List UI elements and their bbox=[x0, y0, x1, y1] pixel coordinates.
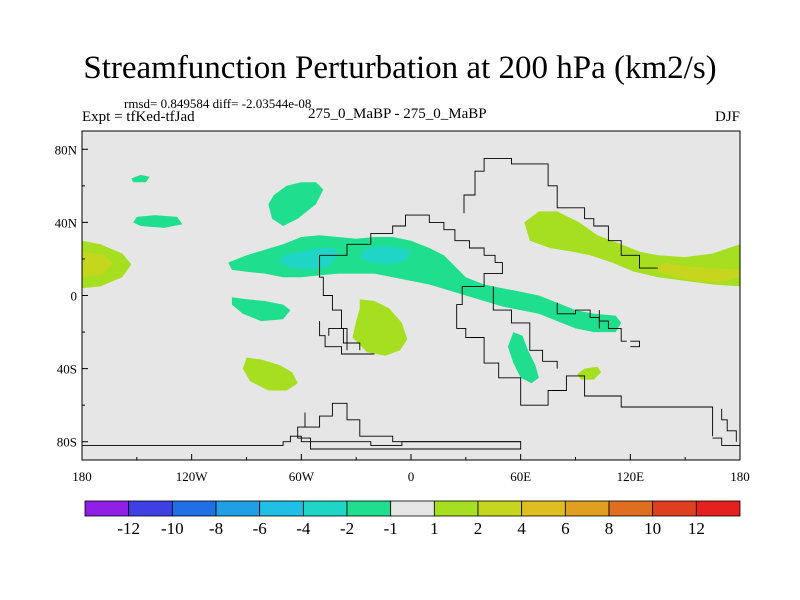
colorbar-swatch bbox=[477, 500, 523, 517]
colorbar-swatch bbox=[390, 500, 435, 517]
eurasia-coast bbox=[463, 157, 658, 269]
x-tick-label: 180 bbox=[730, 469, 750, 484]
x-tick-label: 180 bbox=[72, 469, 92, 484]
colorbar-swatch bbox=[346, 500, 392, 517]
colorbar-swatch bbox=[564, 500, 610, 517]
north-pacific-low-west bbox=[133, 215, 183, 228]
south-atlantic-high bbox=[352, 299, 408, 356]
panama-coast bbox=[319, 321, 375, 355]
colorbar: -12 -10 -8 -6 -4 -2 -1 1 2 4 6 8 10 12 bbox=[84, 500, 741, 538]
east-indies bbox=[556, 302, 600, 329]
antarctica-coast bbox=[82, 435, 521, 446]
y-tick-label: 40S bbox=[57, 362, 77, 377]
chart-title: Streamfunction Perturbation at 200 hPa (… bbox=[83, 50, 717, 86]
east-asia-high-core bbox=[654, 262, 740, 283]
x-tick-label: 120E bbox=[617, 469, 645, 484]
colorbar-label: 8 bbox=[605, 519, 614, 538]
colorbar-label: 4 bbox=[517, 519, 526, 538]
x-axis: 180 120W 60W 0 60E 120E 180 bbox=[72, 454, 750, 484]
pacific-islands bbox=[630, 340, 640, 348]
colorbar-label: 2 bbox=[474, 519, 483, 538]
south-america-high bbox=[242, 357, 298, 391]
colorbar-label: -4 bbox=[296, 519, 311, 538]
colorbar-swatch bbox=[171, 500, 217, 517]
colorbar-label: -6 bbox=[253, 519, 267, 538]
colorbar-swatch bbox=[521, 500, 566, 517]
colorbar-swatch bbox=[302, 500, 348, 517]
stats-label: rmsd= 0.849584 diff= -2.03544e-08 bbox=[124, 96, 312, 111]
colorbar-label: -8 bbox=[209, 519, 223, 538]
colorbar-swatch bbox=[259, 500, 304, 517]
colorbar-swatch bbox=[128, 500, 173, 517]
x-tick-label: 60W bbox=[289, 469, 315, 484]
coastlines bbox=[82, 157, 740, 450]
africa-coast bbox=[492, 286, 558, 369]
y-tick-label: 80S bbox=[57, 435, 77, 450]
x-tick-label: 120W bbox=[176, 469, 209, 484]
plot-background bbox=[82, 131, 740, 460]
colorbar-label: 10 bbox=[644, 519, 661, 538]
colorbar-swatch bbox=[695, 500, 741, 517]
y-tick-label: 40N bbox=[55, 215, 78, 230]
colorbar-swatch bbox=[433, 500, 479, 517]
antarctica-east bbox=[712, 437, 740, 446]
north-america-coast bbox=[319, 214, 714, 437]
west-pacific-high-core bbox=[82, 251, 114, 278]
experiment-label: Expt = tfKed-tfJad bbox=[82, 109, 195, 125]
y-axis: 80N 40N 0 40S 80S bbox=[55, 142, 88, 450]
y-tick-label: 0 bbox=[71, 289, 78, 304]
colorbar-swatch bbox=[215, 500, 261, 517]
colorbar-swatch bbox=[608, 500, 654, 517]
season-label: DJF bbox=[714, 109, 740, 125]
new-zealand bbox=[721, 408, 737, 442]
tropical-band-core-west bbox=[279, 248, 338, 270]
y-tick-label: 80N bbox=[55, 142, 78, 157]
colorbar-label: -12 bbox=[117, 519, 140, 538]
colorbar-swatch bbox=[652, 500, 697, 517]
contour-fill-regions bbox=[82, 174, 740, 391]
south-pacific-low bbox=[231, 297, 291, 322]
indian-ocean-high bbox=[577, 366, 602, 380]
colorbar-label: -1 bbox=[384, 519, 398, 538]
x-tick-label: 0 bbox=[408, 469, 415, 484]
colorbar-label: 1 bbox=[430, 519, 439, 538]
north-america-low bbox=[268, 182, 324, 226]
colorbar-label: 12 bbox=[688, 519, 705, 538]
north-pacific-low-small bbox=[131, 174, 150, 183]
colorbar-label: 6 bbox=[561, 519, 570, 538]
map-plot: 180 120W 60W 0 60E 120E 180 80N 40N 0 40S 80S bbox=[55, 130, 750, 484]
colorbar-swatch bbox=[84, 500, 130, 517]
case-label: 275_0_MaBP - 275_0_MaBP bbox=[308, 106, 487, 122]
colorbar-label: -2 bbox=[340, 519, 354, 538]
colorbar-label: -10 bbox=[161, 519, 184, 538]
central-america-coast bbox=[328, 327, 361, 351]
cape-horn bbox=[297, 402, 522, 450]
africa-low-south bbox=[507, 332, 539, 384]
x-tick-label: 60E bbox=[510, 469, 531, 484]
tropical-band-core-east bbox=[359, 246, 411, 265]
